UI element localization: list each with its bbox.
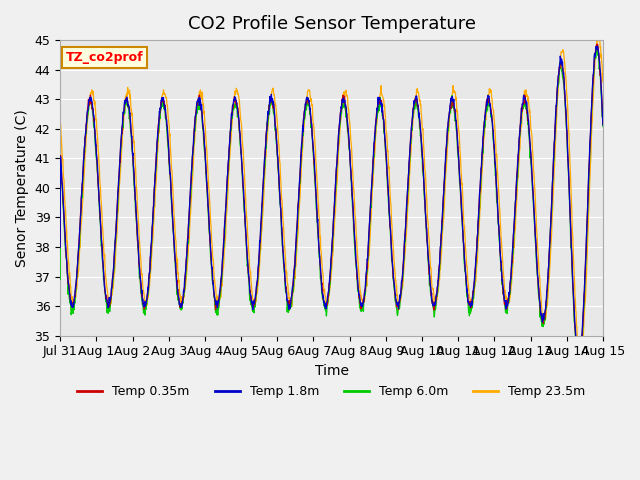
Y-axis label: Senor Temperature (C): Senor Temperature (C) (15, 109, 29, 267)
Title: CO2 Profile Sensor Temperature: CO2 Profile Sensor Temperature (188, 15, 476, 33)
Text: TZ_co2prof: TZ_co2prof (65, 51, 143, 64)
Legend: Temp 0.35m, Temp 1.8m, Temp 6.0m, Temp 23.5m: Temp 0.35m, Temp 1.8m, Temp 6.0m, Temp 2… (72, 380, 591, 403)
X-axis label: Time: Time (314, 364, 349, 378)
